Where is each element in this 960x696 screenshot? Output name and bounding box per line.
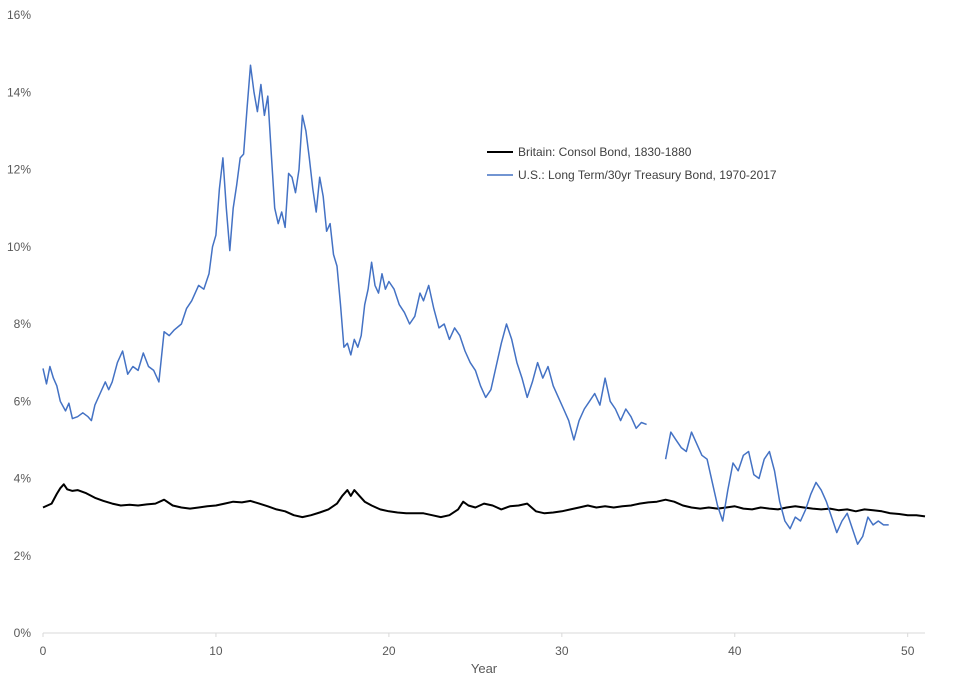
y-tick-label: 16% (7, 8, 31, 22)
us-treasury-line-segment-1 (42, 64, 647, 441)
y-tick-label: 10% (7, 240, 31, 254)
x-tick-label: 10 (209, 644, 223, 658)
x-axis-ticks: 0 10 20 30 40 50 (40, 633, 915, 658)
y-tick-label: 12% (7, 163, 31, 177)
x-tick-label: 40 (728, 644, 742, 658)
x-tick-label: 0 (40, 644, 47, 658)
legend-label: Britain: Consol Bond, 1830-1880 (518, 145, 692, 159)
y-tick-label: 6% (14, 394, 32, 408)
y-tick-label: 8% (14, 317, 32, 331)
y-tick-label: 14% (7, 85, 31, 99)
legend: Britain: Consol Bond, 1830-1880 U.S.: Lon… (487, 145, 777, 182)
legend-label: U.S.: Long Term/30yr Treasury Bond, 1970… (518, 168, 777, 182)
us-treasury-line-segment-2 (664, 431, 889, 545)
x-tick-label: 50 (901, 644, 915, 658)
series-layer (42, 64, 926, 545)
britain-consol-line (42, 483, 926, 519)
y-tick-label: 2% (14, 549, 32, 563)
y-tick-label: 0% (14, 626, 32, 640)
x-axis-title: Year (471, 661, 498, 676)
x-tick-label: 30 (555, 644, 569, 658)
y-tick-label: 4% (14, 472, 32, 486)
y-axis-ticks: 0% 2% 4% 6% 8% 10% 12% 14% 16% (7, 8, 31, 640)
x-tick-label: 20 (382, 644, 396, 658)
